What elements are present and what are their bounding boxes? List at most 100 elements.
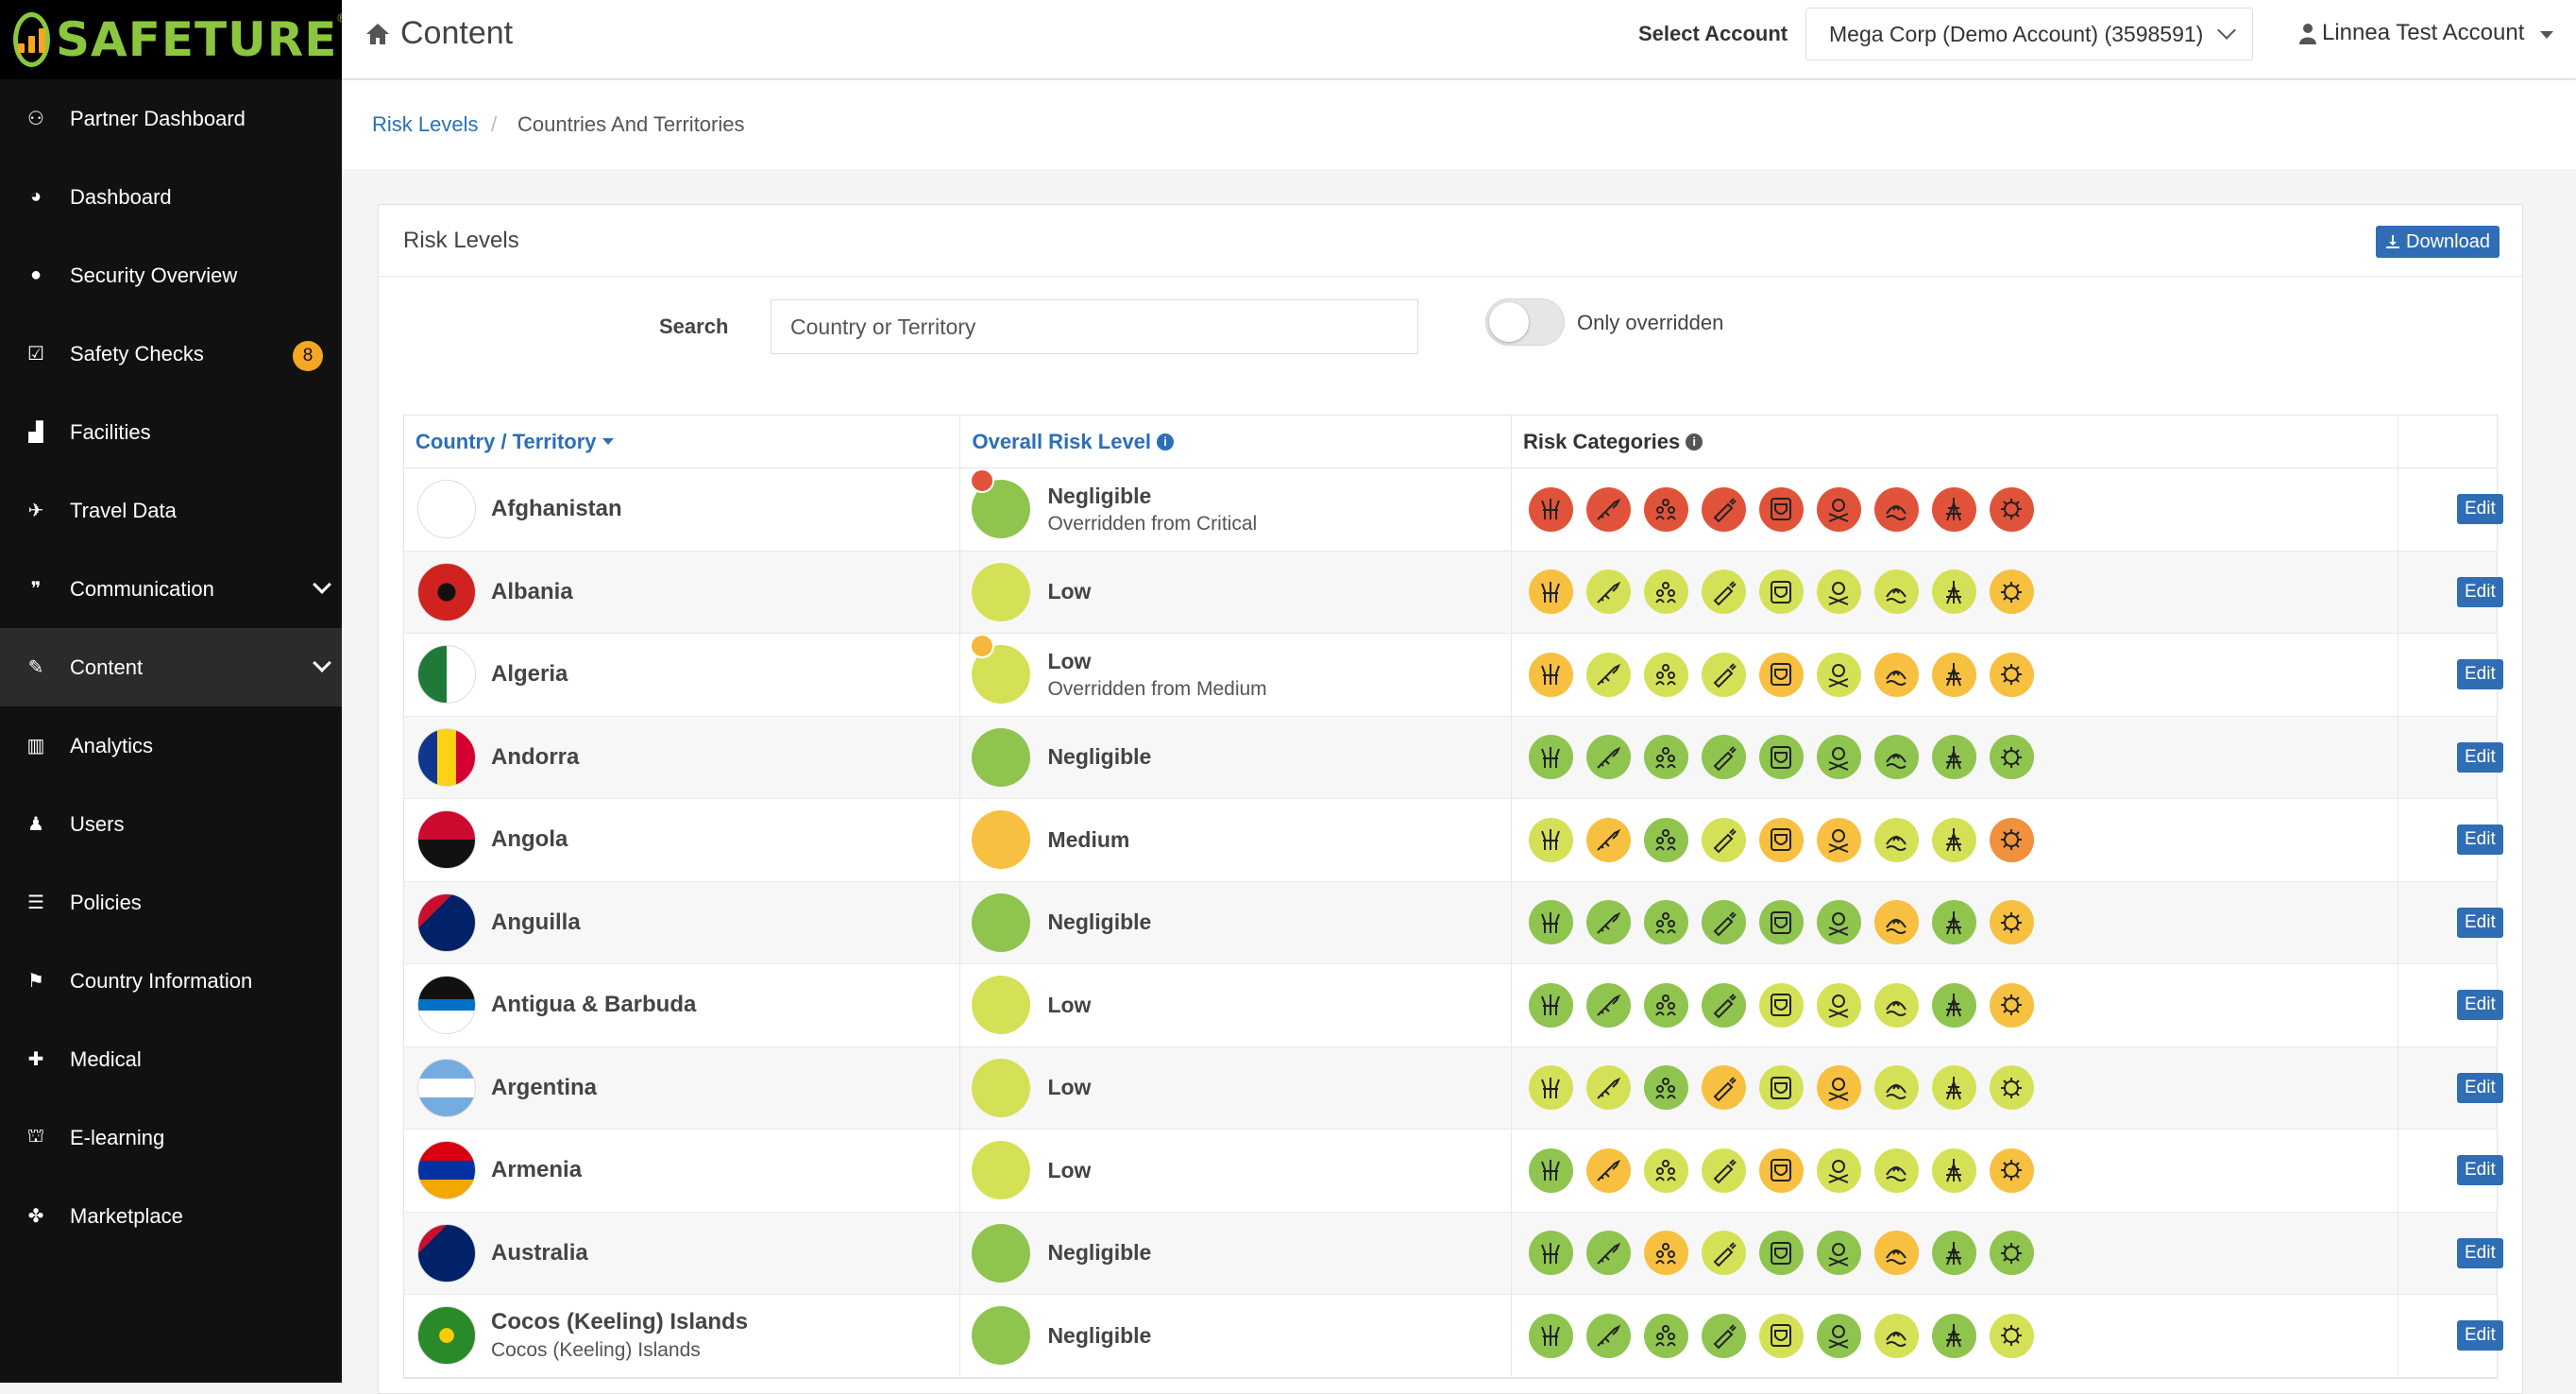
virus-icon[interactable]: [1989, 652, 2034, 697]
country-name[interactable]: Argentina: [491, 1074, 598, 1100]
shield-face-icon[interactable]: [1758, 486, 1804, 532]
only-overridden-toggle[interactable]: [1485, 298, 1565, 346]
shield-face-icon[interactable]: [1758, 1065, 1804, 1111]
tower-icon[interactable]: [1931, 1231, 1976, 1276]
edit-button[interactable]: Edit: [2457, 907, 2503, 938]
country-name[interactable]: Angola: [491, 826, 568, 853]
edit-button[interactable]: Edit: [2457, 576, 2503, 607]
crowd-hands-icon[interactable]: [1528, 982, 1573, 1028]
tower-icon[interactable]: [1931, 817, 1976, 862]
skull-crossbones-icon[interactable]: [1816, 652, 1861, 697]
virus-icon[interactable]: [1989, 982, 2034, 1028]
virus-icon[interactable]: [1989, 486, 2034, 532]
shield-face-icon[interactable]: [1758, 570, 1804, 615]
flood-icon[interactable]: [1873, 570, 1919, 615]
group-people-icon[interactable]: [1643, 486, 1688, 532]
rifle-icon[interactable]: [1585, 570, 1631, 615]
country-column-header[interactable]: Country / Territory: [404, 416, 961, 468]
skull-crossbones-icon[interactable]: [1816, 900, 1861, 945]
sidebar-item-communication[interactable]: ❞ Communication: [0, 550, 342, 628]
country-name[interactable]: Australia: [491, 1239, 588, 1266]
info-icon[interactable]: i: [1686, 433, 1703, 450]
sidebar-item-e-learning[interactable]: ⛫ E-learning: [0, 1098, 342, 1177]
sidebar-item-content[interactable]: ✎ Content: [0, 628, 342, 706]
shield-face-icon[interactable]: [1758, 982, 1804, 1028]
skull-crossbones-icon[interactable]: [1816, 982, 1861, 1028]
tower-icon[interactable]: [1931, 735, 1976, 780]
skull-crossbones-icon[interactable]: [1816, 1065, 1861, 1111]
country-name[interactable]: Algeria: [491, 661, 568, 688]
sidebar-item-medical[interactable]: ✚ Medical: [0, 1020, 342, 1098]
sidebar-item-safety-checks[interactable]: ☑ Safety Checks 8: [0, 314, 342, 393]
caret-down-icon[interactable]: [2540, 31, 2553, 39]
edit-button[interactable]: Edit: [2457, 1072, 2503, 1103]
group-people-icon[interactable]: [1643, 900, 1688, 945]
edit-button[interactable]: Edit: [2457, 1320, 2503, 1352]
syringe-icon[interactable]: [1701, 1313, 1746, 1358]
syringe-icon[interactable]: [1701, 570, 1746, 615]
group-people-icon[interactable]: [1643, 1148, 1688, 1193]
crowd-hands-icon[interactable]: [1528, 1313, 1573, 1358]
virus-icon[interactable]: [1989, 900, 2034, 945]
rifle-icon[interactable]: [1585, 486, 1631, 532]
rifle-icon[interactable]: [1585, 1231, 1631, 1276]
tower-icon[interactable]: [1931, 486, 1976, 532]
edit-button[interactable]: Edit: [2457, 741, 2503, 773]
crowd-hands-icon[interactable]: [1528, 1148, 1573, 1193]
syringe-icon[interactable]: [1701, 1065, 1746, 1111]
sidebar-item-marketplace[interactable]: ✤ Marketplace: [0, 1177, 342, 1255]
syringe-icon[interactable]: [1701, 1148, 1746, 1193]
skull-crossbones-icon[interactable]: [1816, 817, 1861, 862]
edit-button[interactable]: Edit: [2457, 659, 2503, 690]
skull-crossbones-icon[interactable]: [1816, 1231, 1861, 1276]
country-name[interactable]: Cocos (Keeling) Islands: [491, 1309, 749, 1335]
flood-icon[interactable]: [1873, 982, 1919, 1028]
flood-icon[interactable]: [1873, 900, 1919, 945]
download-button[interactable]: Download: [2376, 226, 2500, 258]
edit-button[interactable]: Edit: [2457, 494, 2503, 525]
shield-face-icon[interactable]: [1758, 735, 1804, 780]
sidebar-item-security-overview[interactable]: ● Security Overview: [0, 236, 342, 314]
shield-face-icon[interactable]: [1758, 900, 1804, 945]
virus-icon[interactable]: [1989, 817, 2034, 862]
virus-icon[interactable]: [1989, 735, 2034, 780]
edit-button[interactable]: Edit: [2457, 1237, 2503, 1268]
country-name[interactable]: Antigua & Barbuda: [491, 992, 697, 1018]
edit-button[interactable]: Edit: [2457, 1155, 2503, 1186]
virus-icon[interactable]: [1989, 1231, 2034, 1276]
sidebar-item-dashboard[interactable]: ◕ Dashboard: [0, 158, 342, 236]
flood-icon[interactable]: [1873, 1148, 1919, 1193]
shield-face-icon[interactable]: [1758, 1231, 1804, 1276]
sidebar-item-policies[interactable]: ☰ Policies: [0, 863, 342, 942]
tower-icon[interactable]: [1931, 900, 1976, 945]
syringe-icon[interactable]: [1701, 982, 1746, 1028]
syringe-icon[interactable]: [1701, 652, 1746, 697]
crowd-hands-icon[interactable]: [1528, 486, 1573, 532]
sidebar-item-users[interactable]: ♟ Users: [0, 785, 342, 863]
edit-button[interactable]: Edit: [2457, 824, 2503, 856]
edit-button[interactable]: Edit: [2457, 990, 2503, 1021]
account-select[interactable]: Mega Corp (Demo Account) (3598591): [1805, 8, 2253, 60]
rifle-icon[interactable]: [1585, 735, 1631, 780]
virus-icon[interactable]: [1989, 1313, 2034, 1358]
syringe-icon[interactable]: [1701, 486, 1746, 532]
sidebar-item-country-information[interactable]: ⚑ Country Information: [0, 942, 342, 1020]
group-people-icon[interactable]: [1643, 735, 1688, 780]
skull-crossbones-icon[interactable]: [1816, 486, 1861, 532]
shield-face-icon[interactable]: [1758, 1148, 1804, 1193]
rifle-icon[interactable]: [1585, 1313, 1631, 1358]
tower-icon[interactable]: [1931, 1065, 1976, 1111]
search-input[interactable]: [771, 299, 1418, 354]
crowd-hands-icon[interactable]: [1528, 1231, 1573, 1276]
country-name[interactable]: Albania: [491, 578, 573, 604]
sidebar-item-partner-dashboard[interactable]: ⚇ Partner Dashboard: [0, 79, 342, 158]
syringe-icon[interactable]: [1701, 817, 1746, 862]
rifle-icon[interactable]: [1585, 900, 1631, 945]
skull-crossbones-icon[interactable]: [1816, 735, 1861, 780]
crowd-hands-icon[interactable]: [1528, 735, 1573, 780]
rifle-icon[interactable]: [1585, 1065, 1631, 1111]
crowd-hands-icon[interactable]: [1528, 817, 1573, 862]
tower-icon[interactable]: [1931, 1148, 1976, 1193]
country-name[interactable]: Andorra: [491, 743, 580, 770]
syringe-icon[interactable]: [1701, 900, 1746, 945]
